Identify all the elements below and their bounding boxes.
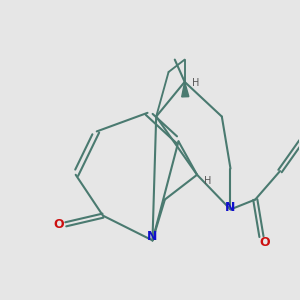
- Polygon shape: [182, 82, 189, 97]
- Text: N: N: [147, 230, 158, 243]
- Text: O: O: [259, 236, 270, 249]
- Text: H: H: [192, 78, 200, 88]
- Text: H: H: [204, 176, 211, 186]
- Text: O: O: [53, 218, 64, 231]
- Text: N: N: [225, 201, 236, 214]
